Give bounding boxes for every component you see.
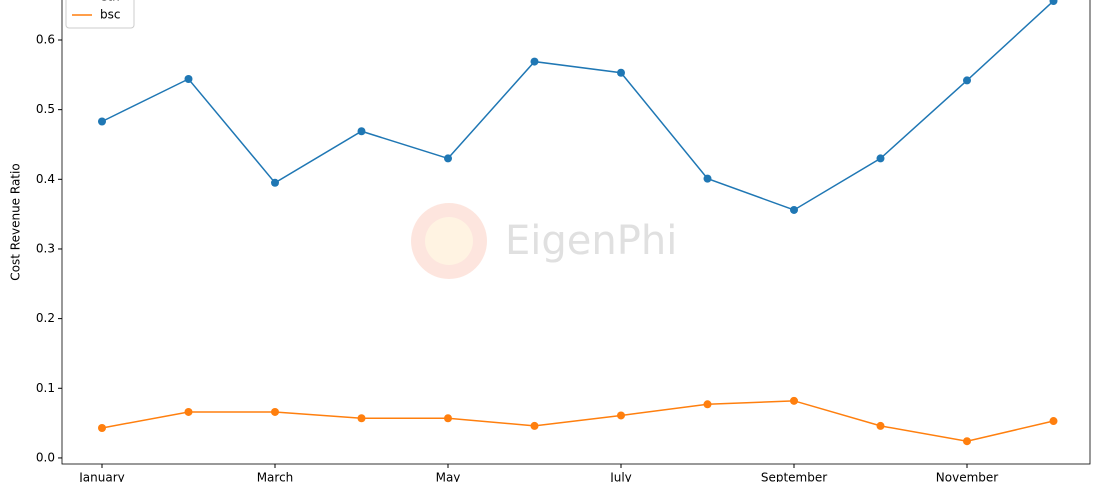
data-point — [184, 407, 193, 416]
data-point — [184, 75, 193, 84]
data-point — [963, 76, 971, 85]
x-tick-label: March — [257, 471, 294, 482]
y-tick-label: 0.3 — [36, 241, 55, 255]
data-point — [530, 421, 539, 430]
data-point — [703, 400, 712, 409]
legend: eth bsc — [65, 0, 135, 29]
y-axis-label: Cost Revenue Ratio — [9, 163, 23, 280]
data-point — [357, 127, 366, 136]
data-point — [357, 414, 366, 423]
plot-frame — [61, 0, 1091, 465]
data-point — [530, 57, 539, 66]
y-tick-label: 0.5 — [36, 102, 55, 116]
y-tick-label: 0.6 — [36, 32, 55, 46]
data-point — [963, 437, 971, 446]
y-tick-label: 0.1 — [36, 381, 55, 395]
x-tick-label: May — [436, 471, 461, 482]
x-tick-label: November — [936, 471, 998, 482]
data-point — [1049, 0, 1058, 5]
x-tick-label: January — [78, 471, 125, 482]
y-tick-label: 0.2 — [36, 311, 55, 325]
y-tick-label: 0.4 — [36, 172, 55, 186]
x-tick-label: July — [609, 471, 632, 482]
data-point — [703, 174, 712, 183]
data-point — [444, 414, 452, 423]
data-point — [790, 396, 798, 405]
legend-label: eth — [100, 0, 120, 4]
data-point — [617, 68, 625, 77]
x-tick-label: September — [761, 471, 827, 482]
legend-label: bsc — [100, 8, 120, 22]
series-line — [101, 0, 1055, 211]
data-point — [271, 407, 279, 416]
data-point — [876, 421, 885, 430]
data-point — [1049, 417, 1058, 426]
watermark: EigenPhi — [505, 218, 677, 264]
data-point — [444, 154, 452, 163]
data-point — [790, 205, 798, 214]
data-point — [271, 178, 279, 187]
data-point — [98, 117, 106, 126]
data-point — [876, 154, 885, 163]
data-point — [98, 423, 106, 432]
data-point — [617, 411, 625, 420]
series-line — [101, 400, 1054, 442]
y-tick-label: 0.0 — [36, 450, 55, 464]
watermark-logo — [411, 203, 487, 279]
legend-box — [65, 0, 135, 29]
